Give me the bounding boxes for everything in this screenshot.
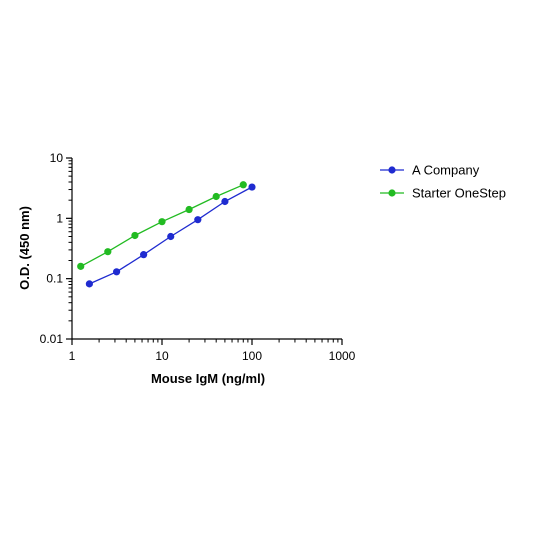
y-tick-label: 0.01 — [40, 332, 64, 346]
legend-label: A Company — [412, 163, 480, 178]
x-axis-title: Mouse IgM (ng/ml) — [151, 371, 265, 386]
series-1 — [85, 183, 256, 288]
legend-item: Starter OneStep — [380, 186, 506, 201]
y-tick-label: 0.1 — [46, 272, 63, 286]
data-point — [158, 218, 166, 226]
data-point — [221, 197, 229, 206]
axes: 1 10 100 1000 0.01 0.1 1 10 — [40, 151, 356, 363]
data-point — [112, 268, 121, 276]
y-tick-label: 1 — [56, 211, 63, 225]
legend-marker — [388, 166, 396, 174]
data-point — [185, 205, 193, 214]
legend-marker — [388, 189, 396, 197]
data-point — [248, 183, 256, 191]
series-2 — [77, 181, 247, 270]
x-tick-label: 1000 — [329, 349, 356, 363]
legend-label: Starter OneStep — [412, 186, 506, 201]
data-point — [140, 251, 148, 259]
data-point — [212, 192, 220, 201]
y-tick-label: 10 — [50, 151, 64, 165]
series-layer — [77, 181, 256, 288]
data-point — [167, 232, 175, 241]
legend-item: A Company — [380, 163, 480, 178]
legend: A Company Starter OneStep — [380, 163, 506, 201]
data-point — [77, 262, 85, 270]
x-tick-label: 100 — [242, 349, 262, 363]
x-tick-label: 10 — [155, 349, 169, 363]
data-point — [131, 231, 139, 240]
data-point — [194, 216, 202, 224]
x-tick-label: 1 — [69, 349, 76, 363]
data-point — [239, 181, 247, 189]
data-point — [104, 248, 112, 256]
data-point — [85, 280, 93, 288]
y-axis-title: O.D. (450 nm) — [17, 206, 32, 290]
